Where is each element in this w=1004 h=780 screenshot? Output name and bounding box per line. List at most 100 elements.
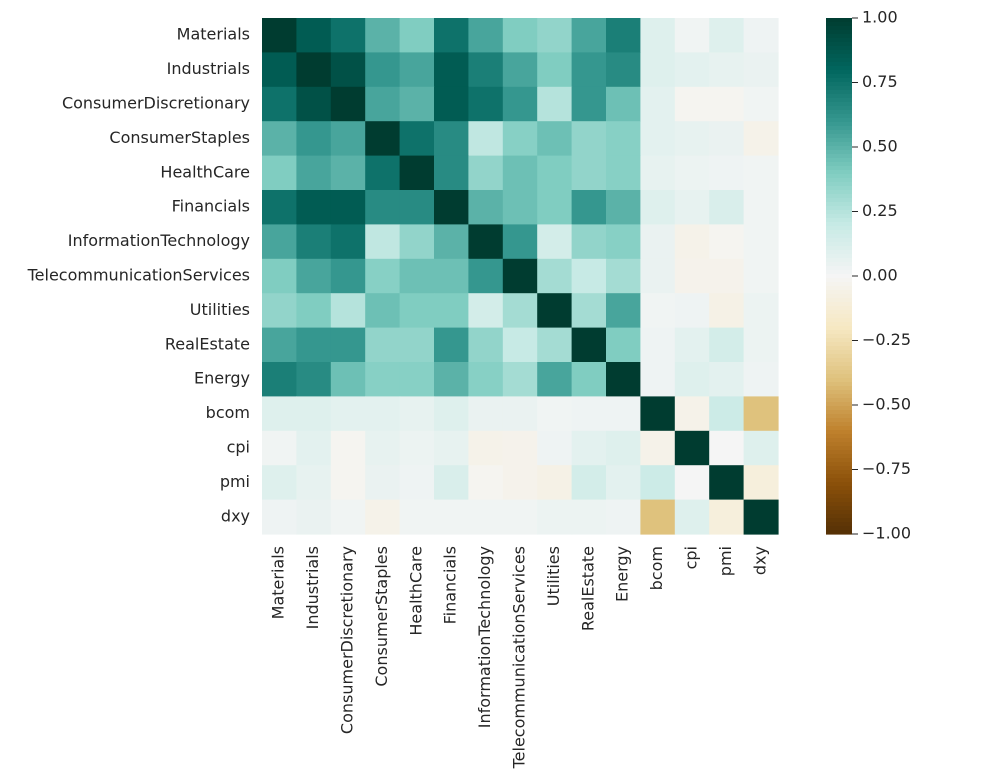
colorbar-segment [826, 446, 852, 451]
heatmap-cell-TelecommunicationServices-pmi [709, 258, 745, 294]
colorbar-segment [826, 394, 852, 399]
colorbar-segment [826, 178, 852, 183]
x-tick-label: RealEstate [578, 546, 597, 631]
heatmap-cell-HealthCare-Utilities [537, 155, 573, 191]
heatmap-cell-Industrials-cpi [674, 52, 710, 88]
colorbar-segment [826, 482, 852, 487]
heatmap-cell-pmi-ConsumerStaples [365, 465, 401, 501]
heatmap-cell-ConsumerStaples-RealEstate [571, 121, 607, 157]
heatmap-cell-RealEstate-dxy [743, 327, 779, 363]
heatmap-cell-pmi-Materials [262, 465, 297, 501]
heatmap-cell-Industrials-InformationTechnology [468, 52, 504, 88]
heatmap-cell-ConsumerDiscretionary-cpi [674, 86, 710, 122]
y-axis-labels: Materials Industrials ConsumerDiscretionar… [27, 25, 250, 526]
heatmap-cell-Utilities-InformationTechnology [468, 293, 504, 329]
heatmap-cell-ConsumerStaples-ConsumerStaples [365, 121, 401, 157]
heatmap-cell-Energy-Utilities [537, 362, 573, 397]
colorbar-segment [826, 162, 852, 167]
heatmap-cell-dxy-InformationTechnology [468, 499, 504, 535]
heatmap-cell-InformationTechnology-ConsumerStaples [365, 224, 401, 260]
heatmap-cell-Financials-Industrials [296, 190, 332, 225]
colorbar-segment [826, 66, 852, 71]
heatmap-cell-RealEstate-cpi [674, 327, 710, 363]
heatmap-cell-HealthCare-cpi [674, 155, 710, 191]
colorbar-segment [826, 46, 852, 51]
heatmap-cell-ConsumerDiscretionary-Industrials [296, 86, 332, 122]
colorbar-segment [826, 86, 852, 91]
heatmap-cell-Industrials-HealthCare [399, 52, 435, 88]
heatmap-cell-Utilities-ConsumerDiscretionary [330, 293, 366, 329]
y-tick-label: dxy [221, 506, 250, 525]
colorbar-segment [826, 526, 852, 531]
heatmap-cell-dxy-Utilities [537, 499, 573, 535]
heatmap-cell-RealEstate-pmi [709, 327, 745, 363]
heatmap-cell-Materials-bcom [640, 18, 676, 53]
heatmap-cell-Industrials-Utilities [537, 52, 573, 88]
x-tick-label: TelecommunicationServices [510, 546, 529, 769]
heatmap-cell-dxy-TelecommunicationServices [502, 499, 538, 535]
x-tick-label: InformationTechnology [475, 546, 494, 728]
y-tick-label: Financials [172, 197, 250, 216]
heatmap-cell-Utilities-Financials [434, 293, 469, 329]
heatmap-cell-Financials-InformationTechnology [468, 190, 504, 225]
heatmap-cell-ConsumerStaples-Energy [606, 121, 641, 157]
heatmap-cell-cpi-HealthCare [399, 430, 435, 466]
heatmap-cell-HealthCare-Financials [434, 155, 469, 191]
heatmap-cell-TelecommunicationServices-Financials [434, 258, 469, 294]
heatmap-cell-cpi-bcom [640, 430, 676, 466]
heatmap-cell-Utilities-Materials [262, 293, 297, 329]
heatmap-cell-InformationTechnology-Financials [434, 224, 469, 260]
heatmap-cell-pmi-pmi [709, 465, 745, 501]
x-axis-labels: Materials Industrials ConsumerDiscretionar… [269, 546, 770, 769]
colorbar-segment [826, 126, 852, 131]
x-tick-label: Financials [441, 546, 460, 624]
colorbar-segment [826, 114, 852, 119]
heatmap-cell-ConsumerStaples-TelecommunicationServices [502, 121, 538, 157]
heatmap-cell-Utilities-dxy [743, 293, 779, 329]
heatmap-cell-RealEstate-ConsumerStaples [365, 327, 401, 363]
heatmap-cell-Financials-ConsumerDiscretionary [330, 190, 366, 225]
heatmap-cell-bcom-pmi [709, 396, 745, 432]
heatmap-cell-RealEstate-RealEstate [571, 327, 607, 363]
x-tick-label: Industrials [303, 546, 322, 629]
heatmap-cell-pmi-TelecommunicationServices [502, 465, 538, 501]
colorbar-segment [826, 218, 852, 223]
heatmap-cell-cpi-Utilities [537, 430, 573, 466]
heatmap-cell-TelecommunicationServices-TelecommunicationServices [502, 258, 538, 294]
heatmap-cell-Energy-ConsumerStaples [365, 362, 401, 397]
heatmap-cell-Industrials-ConsumerDiscretionary [330, 52, 366, 88]
heatmap-cell-InformationTechnology-RealEstate [571, 224, 607, 260]
colorbar-segment [826, 438, 852, 443]
colorbar-segment [826, 174, 852, 179]
heatmap-cell-pmi-HealthCare [399, 465, 435, 501]
colorbar-segment [826, 358, 852, 363]
heatmap-cell-Materials-ConsumerDiscretionary [330, 18, 366, 53]
colorbar-segment [826, 478, 852, 483]
x-tick-label: pmi [716, 546, 735, 576]
colorbar-segment [826, 262, 852, 267]
heatmap-cell-pmi-Utilities [537, 465, 573, 501]
heatmap-cell-ConsumerStaples-cpi [674, 121, 710, 157]
heatmap-cell-ConsumerDiscretionary-HealthCare [399, 86, 435, 122]
heatmap-cell-Energy-Financials [434, 362, 469, 397]
heatmap-cell-ConsumerStaples-ConsumerDiscretionary [330, 121, 366, 157]
heatmap-cell-RealEstate-Financials [434, 327, 469, 363]
heatmap-cell-Energy-Industrials [296, 362, 332, 397]
heatmap-cell-Industrials-bcom [640, 52, 676, 88]
heatmap-cell-ConsumerDiscretionary-RealEstate [571, 86, 607, 122]
heatmap-cell-HealthCare-InformationTechnology [468, 155, 504, 191]
heatmap-cell-ConsumerDiscretionary-bcom [640, 86, 676, 122]
colorbar-segment [826, 26, 852, 31]
heatmap-cell-TelecommunicationServices-ConsumerDiscretionary [330, 258, 366, 294]
heatmap-cell-Materials-TelecommunicationServices [502, 18, 538, 53]
colorbar-segment [826, 274, 852, 279]
heatmap-cell-HealthCare-Energy [606, 155, 641, 191]
colorbar-segment [826, 310, 852, 315]
heatmap-cell-ConsumerStaples-pmi [709, 121, 745, 157]
x-tick-label: ConsumerDiscretionary [338, 546, 357, 734]
heatmap-cell-Utilities-TelecommunicationServices [502, 293, 538, 329]
heatmap-cell-dxy-pmi [709, 499, 745, 535]
heatmap-cell-HealthCare-ConsumerStaples [365, 155, 401, 191]
colorbar-segment [826, 74, 852, 79]
